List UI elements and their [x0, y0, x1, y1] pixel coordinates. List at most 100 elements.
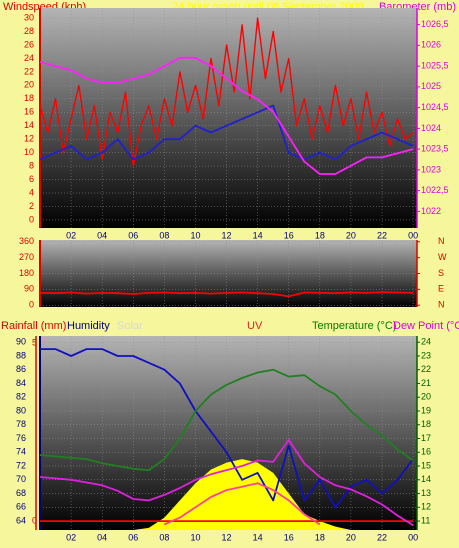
x-tick-label: 20 [346, 532, 356, 542]
x-tick-label: 02 [66, 532, 76, 542]
line [39, 104, 414, 161]
y2-tick-label: 23 [421, 350, 431, 360]
y-tick-label: 12 [24, 134, 34, 144]
y-tick-label: 18 [24, 93, 34, 103]
y2-tick-label: N [438, 300, 445, 310]
y-tick-label: 76 [16, 433, 26, 443]
y-tick-label: 2 [29, 201, 34, 211]
y-tick-label: 24 [24, 53, 34, 63]
y-tick-label: 360 [19, 236, 34, 246]
y2-tick-label: 14 [421, 474, 431, 484]
y-tick-label: 16 [24, 107, 34, 117]
y2-tick-label: 24 [421, 337, 431, 347]
x-tick-label: 22 [377, 532, 387, 542]
y2-tick-label: 1026 [421, 40, 441, 50]
y-tick-label: 20 [24, 80, 34, 90]
y2-tick-label: 19 [421, 405, 431, 415]
y2-tick-label: N [438, 236, 445, 246]
y-tick-label: 26 [24, 39, 34, 49]
y-tick-label: 78 [16, 419, 26, 429]
legend-entry: UV [247, 320, 263, 332]
x-tick-label: 08 [159, 230, 169, 240]
legend-entry: Temperature (°C) [312, 320, 396, 332]
y-tick-label: 74 [16, 447, 26, 457]
x-tick-label: 10 [190, 532, 200, 542]
y-tick-label: 4 [29, 187, 34, 197]
y-tick-label: 30 [24, 12, 34, 22]
line [39, 56, 414, 175]
y2-tick-label: 18 [421, 419, 431, 429]
y2-tick-label: 13 [421, 488, 431, 498]
y2-tick-label: 11 [421, 515, 430, 525]
x-tick-label: 14 [253, 532, 263, 542]
x-tick-label: 18 [315, 532, 325, 542]
legend-entry: Dew Point (°C [393, 320, 459, 332]
y2-tick-label: S [438, 268, 444, 278]
x-tick-label: 08 [159, 532, 169, 542]
legend-entry: Rainfall (mm) [1, 320, 66, 332]
y-tick-label: 22 [24, 66, 34, 76]
y-tick-label: 86 [16, 364, 26, 374]
y2-tick-label: 12 [421, 502, 431, 512]
y-tick-label: 0 [29, 300, 34, 310]
legend-entry: Humidity [67, 320, 110, 332]
y-tick-label: 72 [16, 460, 26, 470]
x-tick-label: 12 [222, 532, 232, 542]
x-tick-label: 00 [408, 532, 418, 542]
y2-tick-label: 1024 [421, 123, 441, 133]
x-tick-label: 12 [222, 230, 232, 240]
y3-tick-label: 5 [32, 337, 37, 347]
y2-tick-label: 1022,5 [421, 185, 449, 195]
y3-tick-label: 0 [32, 515, 37, 525]
x-tick-label: 18 [315, 230, 325, 240]
y-tick-label: 14 [24, 120, 34, 130]
line [39, 291, 414, 298]
y2-tick-label: 17 [421, 433, 431, 443]
line [40, 348, 414, 509]
x-tick-label: 22 [377, 230, 387, 240]
y2-tick-label: 1025,5 [421, 60, 449, 70]
x-tick-label: 06 [128, 230, 138, 240]
line [164, 482, 321, 526]
line [39, 439, 414, 526]
y2-tick-label: 20 [421, 392, 431, 402]
y-tick-label: 180 [19, 268, 34, 278]
y2-tick-label: 21 [421, 378, 431, 388]
y2-tick-label: 16 [421, 447, 431, 457]
y-tick-label: 64 [16, 515, 26, 525]
line [39, 368, 414, 471]
y2-tick-label: E [438, 284, 444, 294]
y-tick-label: 82 [16, 392, 26, 402]
y-tick-label: 0 [29, 214, 34, 224]
y-tick-label: 28 [24, 26, 34, 36]
x-tick-label: 04 [97, 532, 107, 542]
y-tick-label: 84 [16, 378, 26, 388]
y-tick-label: 6 [29, 174, 34, 184]
y-tick-label: 88 [16, 350, 26, 360]
y-tick-label: 8 [29, 160, 34, 170]
y-tick-label: 68 [16, 488, 26, 498]
y-tick-label: 66 [16, 502, 26, 512]
x-tick-label: 02 [66, 230, 76, 240]
y-tick-label: 90 [24, 284, 34, 294]
y2-tick-label: 1023,5 [421, 144, 449, 154]
y2-tick-label: 1025 [421, 81, 441, 91]
y2-tick-label: W [438, 252, 447, 262]
y2-tick-label: 1026,5 [421, 19, 449, 29]
line [39, 17, 414, 167]
y2-tick-label: 1024,5 [421, 102, 449, 112]
plot-background [40, 240, 417, 307]
x-tick-label: 00 [408, 230, 418, 240]
y-tick-label: 10 [24, 147, 34, 157]
y-tick-label: 90 [16, 337, 26, 347]
y2-tick-label: 15 [421, 460, 431, 470]
x-tick-label: 06 [128, 532, 138, 542]
y-tick-label: 270 [19, 252, 34, 262]
legend-entry: Solar [117, 320, 143, 332]
x-tick-label: 16 [284, 532, 294, 542]
y2-tick-label: 1022 [421, 206, 441, 216]
x-tick-label: 14 [253, 230, 263, 240]
y2-tick-label: 1023 [421, 164, 441, 174]
x-tick-label: 20 [346, 230, 356, 240]
